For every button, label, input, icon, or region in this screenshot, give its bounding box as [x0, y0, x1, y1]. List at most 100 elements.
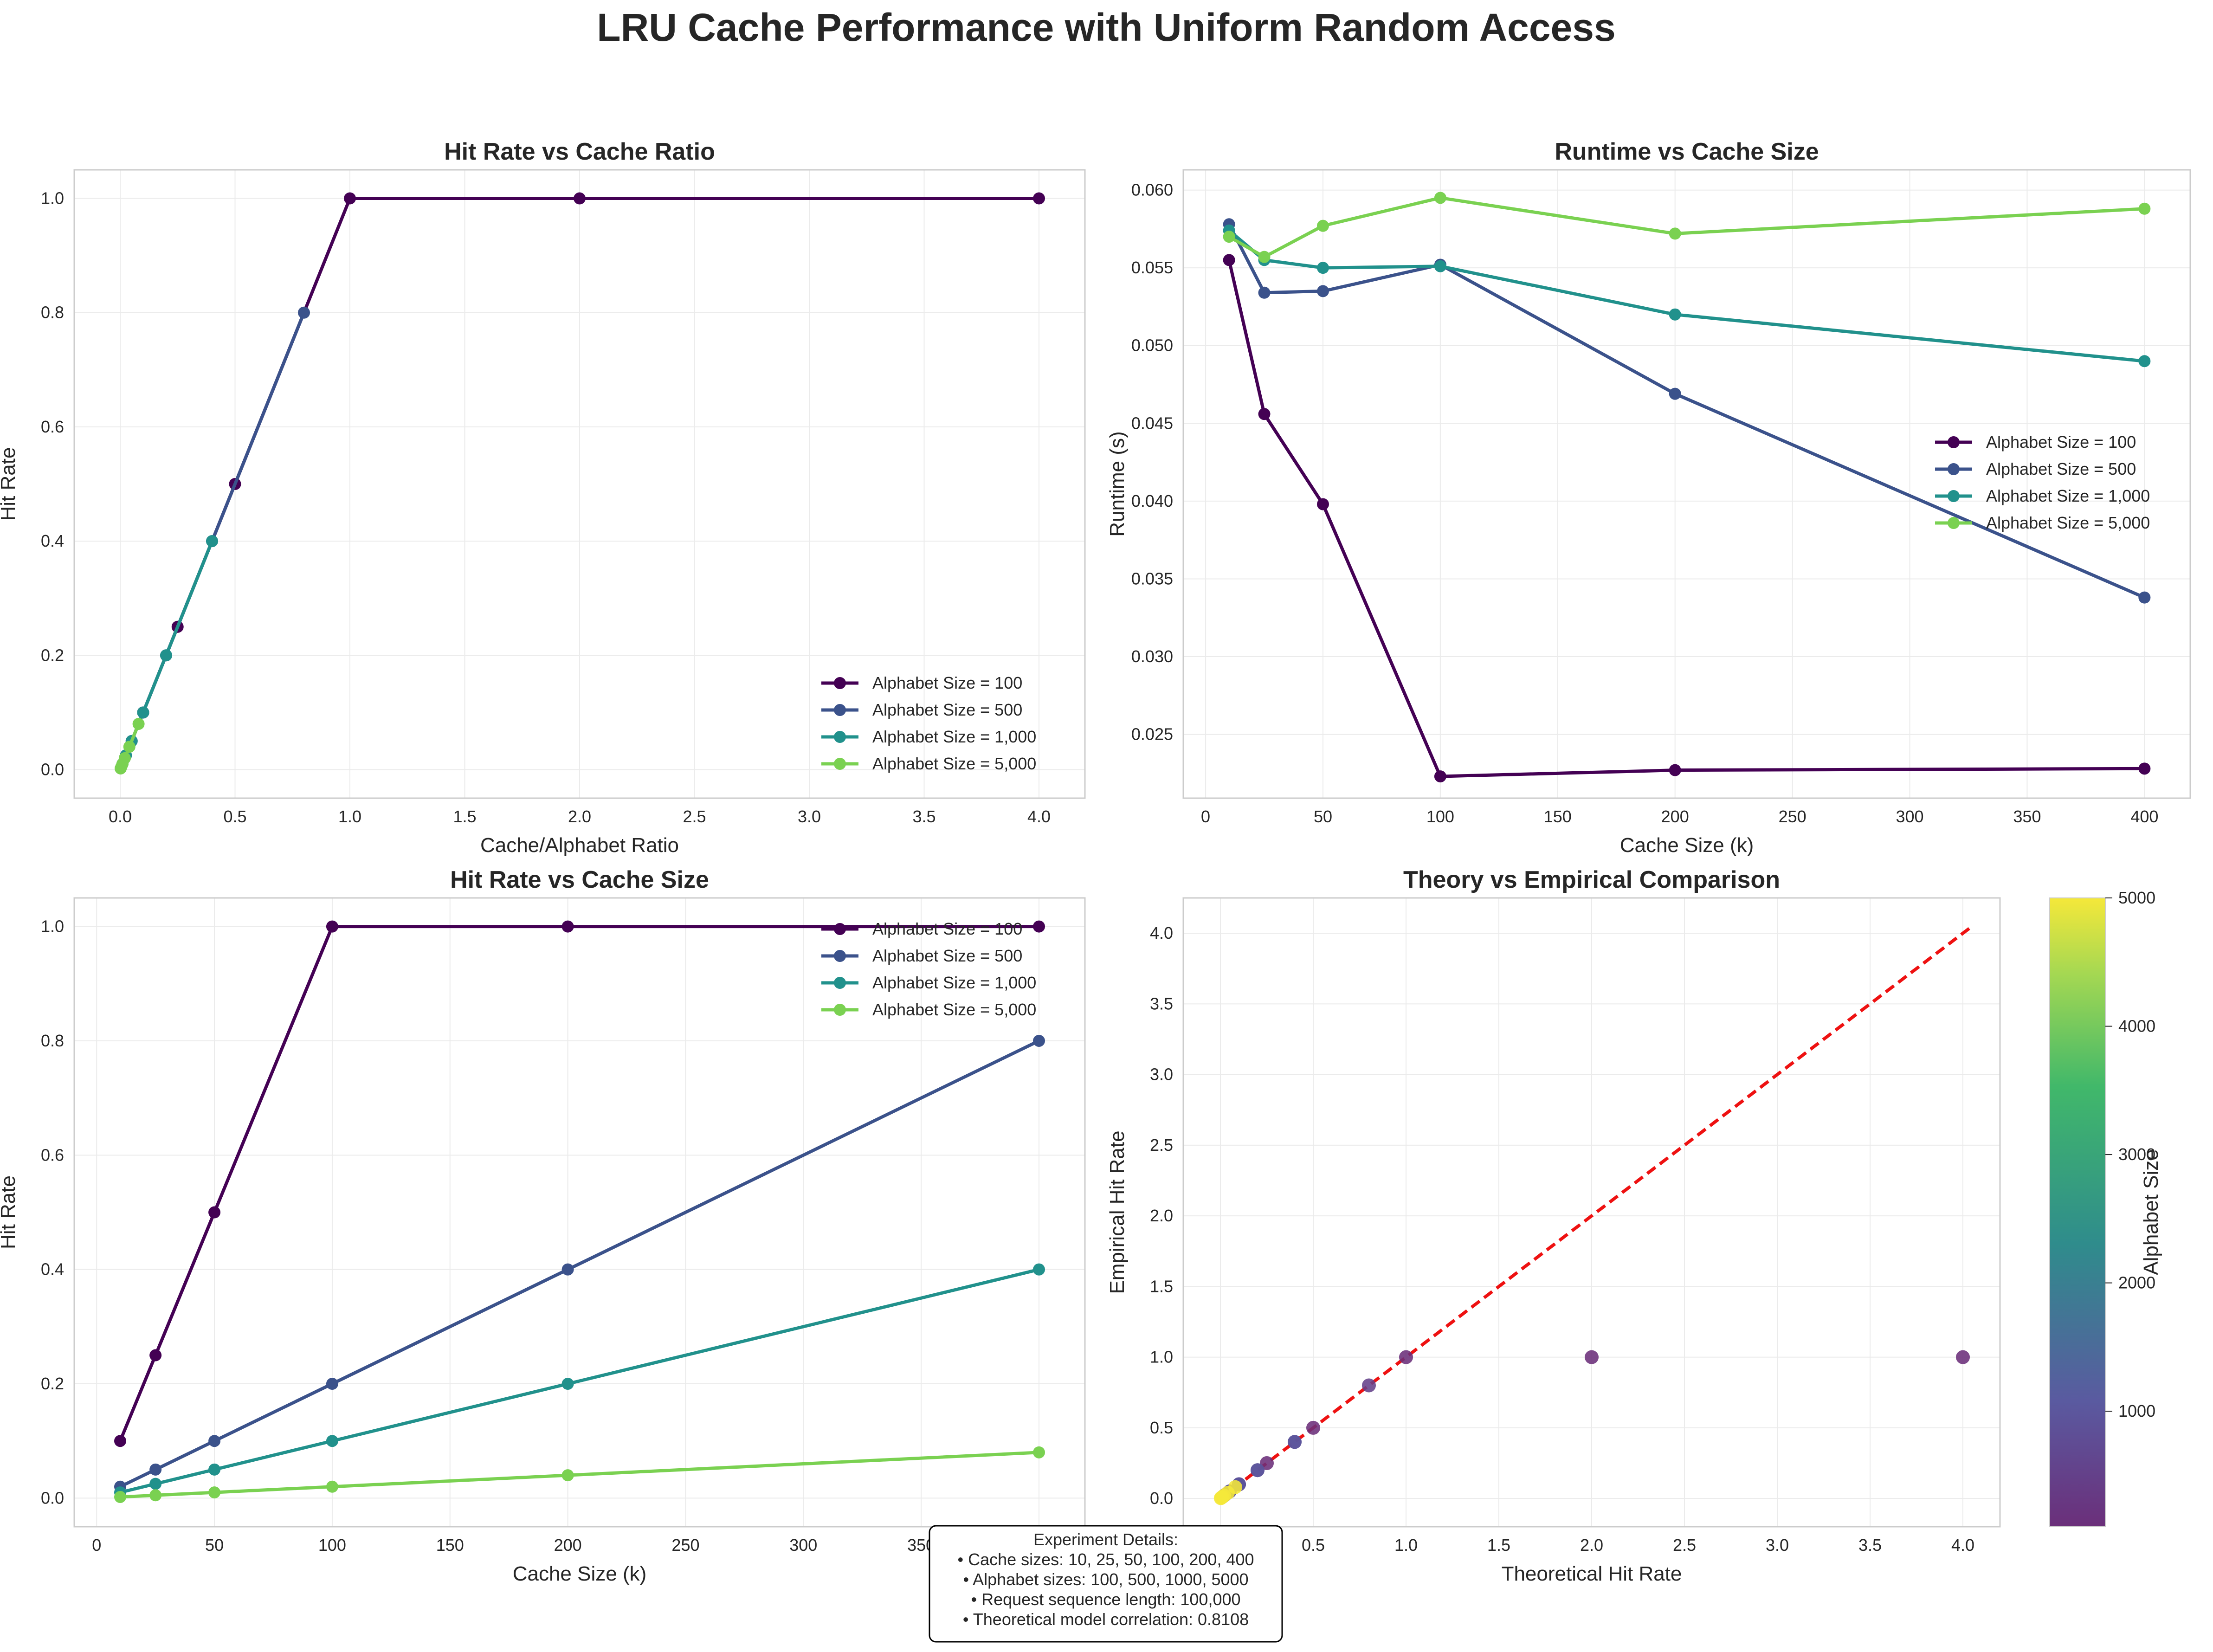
x-tick-label: 50: [205, 1536, 224, 1555]
y-tick-label: 0.8: [41, 303, 64, 322]
x-tick-label: 200: [1661, 807, 1689, 826]
y-tick-label: 0.5: [1150, 1418, 1173, 1437]
legend: Alphabet Size = 100 Alphabet Size = 500 Al…: [821, 673, 1036, 773]
legend-entry-label: Alphabet Size = 100: [872, 919, 1022, 938]
details-heading: Experiment Details:: [1033, 1530, 1178, 1549]
data-point: [137, 706, 149, 719]
colorbar-ticks: 1000 2000 3000 4000 5000: [2105, 888, 2155, 1420]
data-point: [1258, 408, 1271, 420]
colorbar-tick-label: 2000: [2118, 1273, 2155, 1292]
legend-swatch-marker: [834, 704, 846, 716]
experiment-details-box: Experiment Details: • Cache sizes: 10, 2…: [929, 1525, 1283, 1643]
scatter-point: [1288, 1435, 1302, 1449]
x-tick-label: 350: [2013, 807, 2041, 826]
y-tick-label: 0.2: [41, 1374, 64, 1393]
plot-frame: [1182, 897, 2001, 1528]
legend-entry-label: Alphabet Size = 5,000: [872, 1000, 1036, 1019]
y-axis-label: Hit Rate: [0, 447, 19, 521]
series-line: [118, 925, 1039, 1442]
panel-title: Hit Rate vs Cache Size: [450, 866, 709, 893]
data-point: [1033, 192, 1045, 205]
legend-entry-label: Alphabet Size = 5,000: [872, 754, 1036, 773]
x-tick-label: 50: [1314, 807, 1332, 826]
data-point: [149, 1478, 162, 1490]
x-axis-label: Cache Size (k): [513, 1562, 647, 1585]
x-tick-label: 0.0: [109, 807, 132, 826]
data-point: [208, 1435, 221, 1447]
x-tick-label: 1.5: [1487, 1536, 1510, 1555]
data-point: [1033, 1263, 1045, 1276]
legend-swatch-marker: [834, 758, 846, 770]
y-tick-label: 1.0: [41, 189, 64, 208]
legend: Alphabet Size = 100 Alphabet Size = 500 Al…: [1935, 432, 2150, 532]
y-tick-label: 0.040: [1131, 491, 1173, 510]
data-point: [118, 752, 131, 764]
data-point: [1316, 219, 1329, 232]
data-point: [326, 1378, 338, 1390]
legend-entry-label: Alphabet Size = 1,000: [872, 973, 1036, 992]
legend-swatch-marker: [834, 731, 846, 743]
y-tick-label: 0.0: [41, 760, 64, 779]
y-tick-label: 4.0: [1150, 923, 1173, 942]
x-tick-label: 0.5: [1302, 1536, 1325, 1555]
colorbar-gradient: [2049, 897, 2106, 1527]
data-point: [574, 192, 586, 205]
plot-area: [1183, 170, 2190, 798]
legend-entry-label: Alphabet Size = 100: [1986, 432, 2136, 452]
panel-theory-vs-empirical: 0.00.51.01.52.02.53.03.54.00.00.51.01.52…: [1106, 866, 2001, 1585]
legend-entry-label: Alphabet Size = 1,000: [1986, 486, 2150, 505]
legend-swatch-marker: [1948, 436, 1960, 448]
x-tick-label: 3.0: [798, 807, 821, 826]
x-tick-label: 250: [1779, 807, 1807, 826]
x-axis-label: Theoretical Hit Rate: [1502, 1562, 1682, 1585]
x-tick-label: 150: [436, 1536, 464, 1555]
colorbar-tick-label: 1000: [2118, 1401, 2155, 1420]
y-tick-label: 3.5: [1150, 994, 1173, 1013]
y-tick-label: 0.050: [1131, 336, 1173, 355]
y-tick-label: 1.0: [41, 917, 64, 936]
legend-swatch-marker: [834, 950, 846, 962]
legend-entry-label: Alphabet Size = 500: [872, 946, 1022, 965]
x-tick-label: 1.0: [1394, 1536, 1418, 1555]
x-tick-label: 100: [318, 1536, 346, 1555]
x-tick-label: 0: [92, 1536, 101, 1555]
data-point: [114, 1491, 126, 1503]
scatter-point: [1956, 1350, 1970, 1364]
x-tick-label: 2.0: [568, 807, 591, 826]
details-frame: [929, 1525, 1283, 1643]
y-tick-label: 3.0: [1150, 1065, 1173, 1084]
colorbar-tick-label: 5000: [2118, 888, 2155, 907]
data-point: [561, 1378, 574, 1390]
legend-swatch-marker: [1948, 517, 1960, 529]
scatter-point: [1399, 1350, 1413, 1364]
y-tick-label: 0.025: [1131, 725, 1173, 744]
legend-swatch-marker: [834, 677, 846, 689]
data-point: [326, 1435, 338, 1447]
data-point: [149, 1463, 162, 1476]
y-axis-label: Empirical Hit Rate: [1106, 1130, 1129, 1294]
data-point: [149, 1489, 162, 1502]
y-tick-label: 0.035: [1131, 569, 1173, 588]
details-line-sequence-length: • Request sequence length: 100,000: [971, 1590, 1240, 1609]
y-axis-label: Runtime (s): [1106, 431, 1129, 536]
data-point: [1033, 1446, 1045, 1458]
data-point: [1316, 262, 1329, 274]
y-tick-label: 0.6: [41, 417, 64, 436]
x-tick-label: 250: [671, 1536, 699, 1555]
data-point: [1434, 192, 1446, 204]
legend-entry-label: Alphabet Size = 5,000: [1986, 513, 2150, 532]
x-tick-label: 0.5: [223, 807, 246, 826]
panel-title: Hit Rate vs Cache Ratio: [444, 138, 715, 165]
details-line-alphabet-sizes: • Alphabet sizes: 100, 500, 1000, 5000: [963, 1570, 1248, 1589]
data-point: [1669, 387, 1681, 400]
data-point: [206, 535, 218, 548]
y-tick-label: 1.0: [1150, 1348, 1173, 1367]
x-tick-label: 2.0: [1580, 1536, 1603, 1555]
data-point: [208, 1463, 221, 1476]
legend-swatch-marker: [834, 923, 846, 935]
x-tick-label: 4.0: [1027, 807, 1051, 826]
data-point: [344, 192, 356, 205]
scatter-point: [1585, 1350, 1599, 1364]
series-line: [1228, 196, 2145, 259]
data-point: [208, 1486, 221, 1499]
